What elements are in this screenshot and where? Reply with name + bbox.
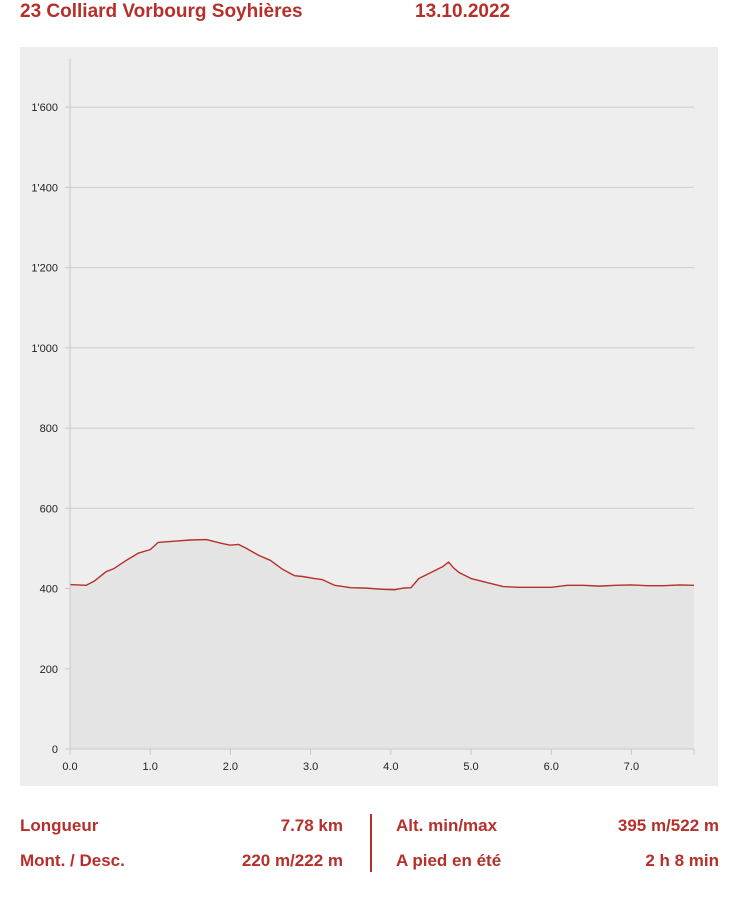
x-tick-label: 2.0 [223, 761, 238, 773]
x-tick-label: 0.0 [62, 761, 77, 773]
stat-value: 395 m/522 m [617, 816, 719, 835]
stats-divider [370, 814, 372, 872]
x-tick-label: 7.0 [624, 761, 639, 773]
y-tick-label: 0 [52, 744, 58, 756]
route-stats: Longueur 7.78 km Mont. / Desc. 220 m/222… [20, 808, 719, 878]
y-tick-label: 1'000 [31, 343, 58, 355]
y-tick-label: 400 [40, 584, 58, 596]
stat-length: Longueur 7.78 km [20, 814, 343, 838]
elevation-chart: 0 200 400 600 800 1'000 1'200 1'400 1'600 0.0 1.0 2… [31, 59, 695, 773]
stat-label: Mont. / Desc. [20, 851, 125, 870]
y-tick-label: 600 [40, 503, 58, 515]
y-tick-label: 1'600 [31, 102, 58, 114]
x-tick-label: 3.0 [303, 761, 318, 773]
stat-label: A pied en été [396, 851, 502, 870]
elevation-area [70, 539, 694, 749]
axis-layer [65, 59, 695, 755]
stat-altitude: Alt. min/max 395 m/522 m [396, 814, 719, 838]
y-tick-label: 800 [40, 423, 58, 435]
x-tick-label: 6.0 [544, 761, 559, 773]
stat-value: 7.78 km [280, 816, 343, 835]
header: 23 Colliard Vorbourg Soyhières 13.10.202… [20, 0, 727, 26]
stat-walking-time: A pied en été 2 h 8 min [396, 849, 719, 873]
y-tick-label: 1'400 [31, 182, 58, 194]
y-tick-label: 200 [40, 664, 58, 676]
area-layer [69, 538, 695, 749]
stat-label: Longueur [20, 816, 99, 835]
stat-value: 2 h 8 min [645, 851, 719, 870]
x-tick-label: 5.0 [463, 761, 478, 773]
stat-ascent-descent: Mont. / Desc. 220 m/222 m [20, 849, 343, 873]
elevation-line [69, 538, 695, 591]
y-tick-label: 1'200 [31, 263, 58, 275]
stat-label: Alt. min/max [396, 816, 498, 835]
route-title: 23 Colliard Vorbourg Soyhières [20, 1, 303, 22]
x-tick-label: 1.0 [143, 761, 158, 773]
elevation-chart-panel: 0 200 400 600 800 1'000 1'200 1'400 1'600 0.0 1.0 2… [20, 47, 718, 786]
route-date: 13.10.2022 [415, 1, 511, 22]
x-tick-label: 4.0 [383, 761, 398, 773]
tick-label-layer: 0 200 400 600 800 1'000 1'200 1'400 1'600 0.0 1.0 2… [31, 102, 639, 773]
stat-value: 220 m/222 m [241, 851, 343, 870]
